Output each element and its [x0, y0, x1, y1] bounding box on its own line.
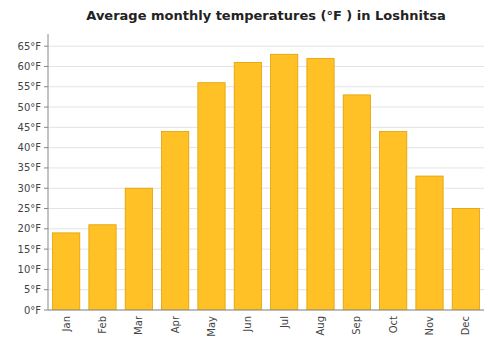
y-tick	[44, 310, 48, 311]
grid-line	[48, 66, 484, 67]
bar	[125, 188, 152, 310]
y-tick	[44, 269, 48, 270]
bars	[53, 54, 480, 310]
bar	[53, 233, 80, 310]
y-tick-label: 35°F	[18, 162, 42, 173]
y-tick-label: 25°F	[18, 203, 42, 214]
grid-line	[48, 310, 484, 311]
y-tick	[44, 66, 48, 67]
bar	[307, 58, 334, 310]
y-tick	[44, 249, 48, 250]
bar	[416, 176, 443, 310]
bar	[89, 225, 116, 310]
x-axis-line	[48, 310, 484, 311]
grid	[48, 46, 484, 310]
bar	[162, 131, 189, 310]
y-tick	[44, 289, 48, 290]
x-axis: Jan Feb Mar Apr May Jun Jul Aug Sep Oct Nov Dec	[48, 310, 484, 337]
y-tick-label: 15°F	[18, 244, 42, 255]
bar	[271, 54, 298, 310]
x-tick-label: Jul	[279, 316, 290, 329]
y-tick	[44, 147, 48, 148]
x-tick-label: Jan	[61, 316, 72, 332]
x-tick-label: Nov	[424, 316, 435, 336]
x-tick-label: Aug	[315, 316, 326, 336]
x-tick-label: Feb	[97, 316, 108, 334]
x-tick-label: Jun	[242, 316, 253, 333]
bar	[380, 131, 407, 310]
chart-container: Average monthly temperatures (°F ) in Lo…	[0, 0, 500, 350]
y-tick-label: 55°F	[18, 81, 42, 92]
grid-line	[48, 147, 484, 148]
x-tick-label: Mar	[133, 315, 144, 335]
grid-line	[48, 127, 484, 128]
bar	[452, 209, 479, 310]
x-tick-label: Sep	[351, 316, 362, 335]
y-axis: 0°F 5°F 10°F 15°F 20°F 25°F 30°F 35°F 40°F 45°F 50…	[18, 34, 48, 316]
y-tick-label: 0°F	[24, 305, 41, 316]
y-tick-label: 60°F	[18, 61, 42, 72]
x-tick-label: Apr	[170, 315, 181, 333]
y-tick	[44, 46, 48, 47]
y-tick	[44, 228, 48, 229]
grid-line	[48, 86, 484, 87]
y-tick	[44, 127, 48, 128]
grid-line	[48, 167, 484, 168]
y-tick-label: 5°F	[24, 284, 41, 295]
y-tick-label: 30°F	[18, 183, 42, 194]
bar	[343, 95, 370, 310]
y-axis-line	[48, 34, 49, 310]
y-tick	[44, 208, 48, 209]
chart-title: Average monthly temperatures (°F ) in Lo…	[86, 8, 445, 23]
grid-line	[48, 107, 484, 108]
y-tick	[44, 188, 48, 189]
bar	[234, 62, 261, 310]
y-tick	[44, 107, 48, 108]
chart-svg: Average monthly temperatures (°F ) in Lo…	[0, 0, 500, 350]
y-tick	[44, 86, 48, 87]
y-tick-label: 45°F	[18, 122, 42, 133]
y-tick-label: 65°F	[18, 41, 42, 52]
y-tick-label: 10°F	[18, 264, 42, 275]
x-tick-label: Dec	[460, 316, 471, 335]
x-tick-label: May	[206, 316, 217, 337]
y-tick	[44, 167, 48, 168]
y-tick-label: 40°F	[18, 142, 42, 153]
y-tick-label: 20°F	[18, 223, 42, 234]
bar	[198, 83, 225, 310]
grid-line	[48, 46, 484, 47]
y-tick-label: 50°F	[18, 102, 42, 113]
x-tick-label: Oct	[388, 316, 399, 333]
